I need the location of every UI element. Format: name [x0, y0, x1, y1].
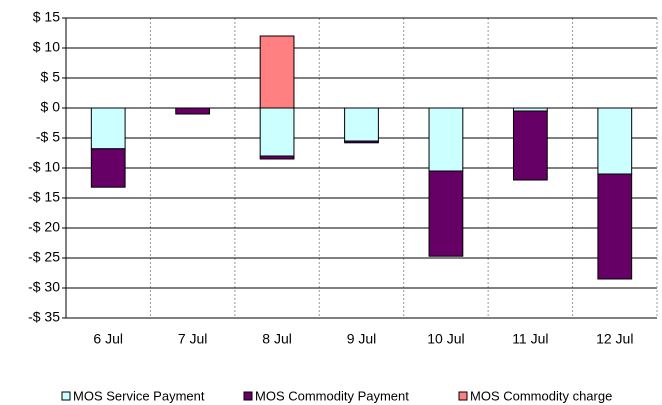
- y-tick-label: -$ 30: [28, 279, 60, 295]
- bar-segment: [597, 107, 633, 175]
- bar-segment: [259, 107, 295, 157]
- bar-segment: [259, 155, 295, 160]
- y-tick-label: -$ 15: [28, 189, 60, 205]
- y-tick-label: -$ 10: [28, 159, 60, 175]
- x-tick-label: 8 Jul: [262, 331, 292, 347]
- y-tick-label: -$ 20: [28, 219, 60, 235]
- x-tick-label: 9 Jul: [347, 331, 377, 347]
- x-tick-label: 10 Jul: [427, 331, 464, 347]
- y-tick-label: -$ 25: [28, 249, 60, 265]
- y-tick-label: $ 5: [41, 69, 61, 85]
- bar-segment: [90, 148, 126, 188]
- legend-label: MOS Commodity charge: [470, 388, 612, 403]
- bar-segment: [512, 110, 548, 181]
- legend-label: MOS Commodity Payment: [255, 388, 409, 403]
- x-tick-label: 11 Jul: [512, 331, 548, 347]
- bar-segment: [175, 107, 211, 115]
- bar-segment: [259, 35, 295, 109]
- bar-segment: [344, 107, 379, 142]
- y-tick-label: $ 15: [33, 9, 60, 25]
- bar-segment: [428, 107, 464, 172]
- x-tick-label: 7 Jul: [178, 331, 208, 347]
- legend-marker: [61, 391, 71, 401]
- legend-label: MOS Service Payment: [73, 388, 205, 403]
- x-tick-label: 6 Jul: [93, 331, 123, 347]
- legend-marker: [243, 391, 253, 401]
- y-tick-label: -$ 35: [28, 309, 60, 325]
- legend-marker: [458, 391, 468, 401]
- x-tick-label: 12 Jul: [596, 331, 633, 347]
- bar-segment: [597, 173, 633, 280]
- bar-segment: [428, 170, 464, 257]
- bar-segment: [344, 140, 379, 144]
- y-tick-label: $ 0: [41, 99, 61, 115]
- y-tick-label: $ 10: [33, 39, 60, 55]
- bar-segment: [90, 107, 126, 150]
- y-tick-label: -$ 5: [36, 129, 60, 145]
